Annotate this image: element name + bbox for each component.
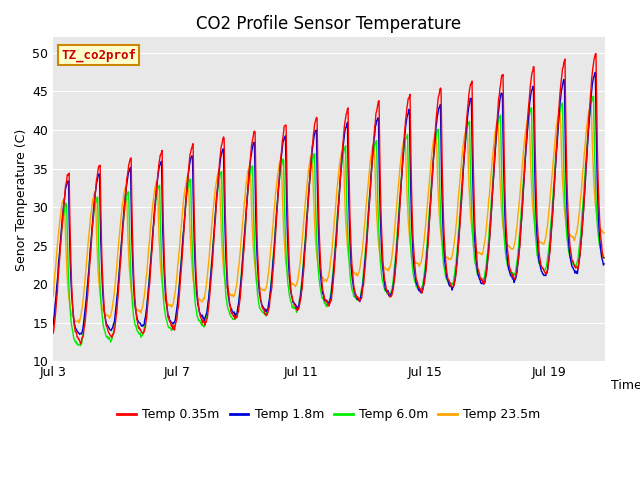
Temp 23.5m bbox=[574, 221, 582, 227]
Temp 6.0m bbox=[76, 343, 84, 348]
Temp 0.35m bbox=[230, 312, 238, 318]
Temp 0.35m bbox=[81, 323, 88, 329]
Temp 6.0m bbox=[574, 256, 582, 262]
Temp 1.8m bbox=[230, 309, 238, 315]
Temp 0.35m bbox=[593, 98, 600, 104]
Temp 23.5m bbox=[219, 258, 227, 264]
Temp 23.5m bbox=[600, 230, 608, 236]
X-axis label: Time: Time bbox=[611, 379, 640, 392]
Temp 1.8m bbox=[574, 265, 582, 271]
Temp 23.5m bbox=[76, 320, 83, 326]
Temp 0.35m bbox=[77, 341, 84, 347]
Temp 6.0m bbox=[49, 327, 57, 333]
Temp 0.35m bbox=[592, 51, 600, 57]
Temp 1.8m bbox=[81, 312, 88, 317]
Text: TZ_co2prof: TZ_co2prof bbox=[61, 48, 136, 62]
Legend: Temp 0.35m, Temp 1.8m, Temp 6.0m, Temp 23.5m: Temp 0.35m, Temp 1.8m, Temp 6.0m, Temp 2… bbox=[112, 403, 545, 426]
Temp 1.8m bbox=[600, 261, 608, 267]
Temp 6.0m bbox=[81, 316, 88, 322]
Temp 0.35m bbox=[219, 136, 227, 142]
Temp 23.5m bbox=[81, 281, 88, 287]
Temp 0.35m bbox=[246, 158, 254, 164]
Line: Temp 6.0m: Temp 6.0m bbox=[53, 96, 604, 346]
Y-axis label: Senor Temperature (C): Senor Temperature (C) bbox=[15, 128, 28, 271]
Temp 1.8m bbox=[246, 161, 254, 167]
Temp 1.8m bbox=[219, 146, 227, 152]
Temp 1.8m bbox=[49, 322, 57, 328]
Temp 1.8m bbox=[591, 70, 599, 75]
Temp 1.8m bbox=[593, 150, 600, 156]
Temp 23.5m bbox=[230, 293, 238, 299]
Temp 6.0m bbox=[593, 210, 600, 216]
Temp 6.0m bbox=[230, 316, 238, 322]
Line: Temp 1.8m: Temp 1.8m bbox=[53, 72, 604, 335]
Temp 6.0m bbox=[219, 227, 227, 232]
Temp 23.5m bbox=[593, 212, 600, 218]
Temp 23.5m bbox=[587, 103, 595, 108]
Temp 6.0m bbox=[246, 171, 254, 177]
Temp 1.8m bbox=[76, 332, 83, 337]
Title: CO2 Profile Sensor Temperature: CO2 Profile Sensor Temperature bbox=[196, 15, 461, 33]
Temp 23.5m bbox=[49, 293, 57, 299]
Line: Temp 23.5m: Temp 23.5m bbox=[53, 106, 604, 323]
Temp 0.35m bbox=[574, 266, 582, 272]
Temp 0.35m bbox=[600, 255, 608, 261]
Temp 6.0m bbox=[589, 93, 597, 99]
Temp 6.0m bbox=[600, 255, 608, 261]
Temp 0.35m bbox=[49, 331, 57, 336]
Temp 23.5m bbox=[246, 162, 254, 168]
Line: Temp 0.35m: Temp 0.35m bbox=[53, 54, 604, 344]
